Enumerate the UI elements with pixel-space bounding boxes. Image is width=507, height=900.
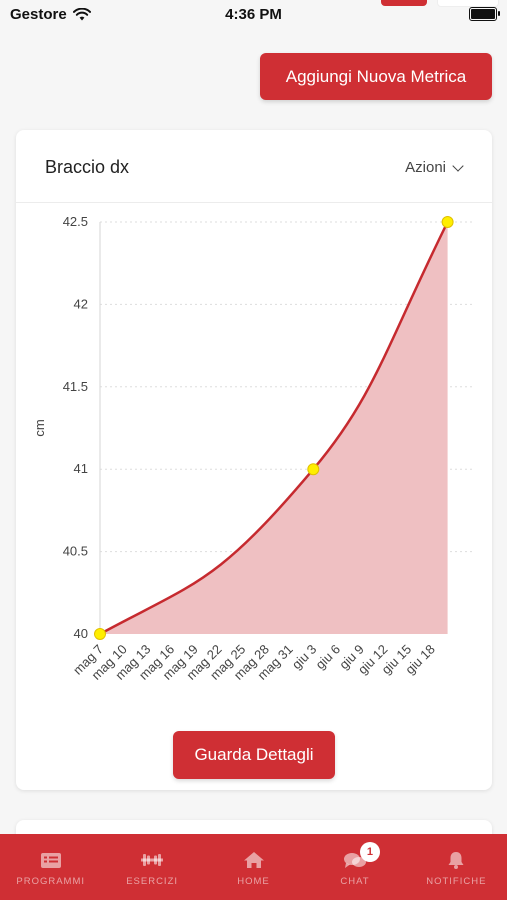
data-point bbox=[441, 216, 454, 228]
x-tick-label: giu 3 bbox=[289, 642, 320, 673]
tab-chat[interactable]: 1 CHAT bbox=[304, 834, 405, 887]
tab-bar: PROGRAMMI ESERCIZI HOME 1 CHAT NOTIFICH bbox=[0, 834, 507, 900]
chat-badge: 1 bbox=[359, 842, 380, 862]
dumbbell-icon bbox=[141, 854, 164, 866]
tab-esercizi[interactable]: ESERCIZI bbox=[101, 834, 202, 887]
bell-icon bbox=[448, 852, 464, 869]
details-button[interactable]: Guarda Dettagli bbox=[173, 731, 335, 779]
x-tick-label: giu 6 bbox=[313, 642, 344, 673]
y-tick-label: 40 bbox=[74, 626, 88, 641]
top-red-tab[interactable] bbox=[381, 0, 427, 6]
metric-card: Braccio dx Azioni 40 40.5 41 41.5 42 42.5 cm ma… bbox=[16, 130, 492, 790]
list-icon bbox=[40, 853, 61, 868]
battery-icon bbox=[469, 7, 500, 21]
y-tick-label: 41 bbox=[74, 461, 88, 476]
y-tick-label: 40.5 bbox=[63, 544, 88, 559]
y-tick-label: 42 bbox=[74, 296, 88, 311]
status-bar: Gestore 4:36 PM bbox=[0, 0, 507, 28]
status-time: 4:36 PM bbox=[225, 6, 282, 23]
data-point bbox=[94, 628, 106, 640]
card-header: Braccio dx Azioni bbox=[16, 130, 492, 203]
tab-label-notifiche: NOTIFICHE bbox=[426, 876, 487, 887]
tab-label-programmi: PROGRAMMI bbox=[16, 876, 86, 887]
tab-label-chat: CHAT bbox=[340, 876, 370, 887]
actions-label: Azioni bbox=[405, 159, 446, 176]
wifi-icon bbox=[72, 8, 91, 21]
actions-dropdown[interactable]: Azioni bbox=[405, 159, 464, 176]
carrier-name: Gestore bbox=[10, 6, 67, 23]
top-white-tab[interactable] bbox=[437, 0, 499, 7]
series-area bbox=[100, 222, 448, 634]
y-axis-label: cm bbox=[32, 419, 47, 436]
tab-notifiche[interactable]: NOTIFICHE bbox=[406, 834, 507, 887]
carrier-group: Gestore bbox=[10, 6, 91, 23]
add-metric-button[interactable]: Aggiungi Nuova Metrica bbox=[260, 53, 492, 100]
tab-programmi[interactable]: PROGRAMMI bbox=[0, 834, 101, 887]
tab-label-esercizi: ESERCIZI bbox=[126, 876, 179, 887]
card-title: Braccio dx bbox=[45, 157, 130, 177]
tab-label-home: HOME bbox=[237, 876, 270, 887]
y-tick-label: 41.5 bbox=[63, 379, 88, 394]
y-tick-label: 42.5 bbox=[63, 214, 88, 229]
tab-home[interactable]: HOME bbox=[203, 834, 304, 887]
home-icon bbox=[243, 852, 264, 868]
data-point bbox=[307, 463, 320, 476]
